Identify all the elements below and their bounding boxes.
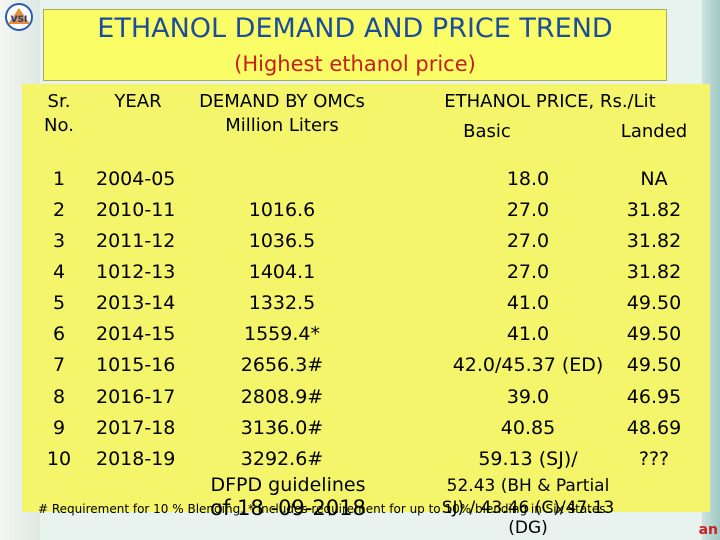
row2-sr: 2 [52, 199, 66, 221]
row7-sr: 7 [52, 354, 66, 376]
corner-tag: an [698, 522, 718, 538]
data-table: Sr. No. YEAR DEMAND BY OMCs Million Lite… [22, 84, 710, 538]
guidelines-line2: of 18 -09-2018 [210, 496, 366, 520]
row8-demand: 2808.9# [240, 386, 324, 408]
row4-basic: 27.0 [506, 261, 550, 283]
row10-basic-line4: (DG) [508, 518, 548, 538]
row4-landed: 31.82 [626, 261, 682, 283]
row5-sr: 5 [52, 292, 66, 314]
row1-sr: 1 [52, 168, 66, 190]
row4-demand: 1404.1 [248, 261, 316, 283]
row3-sr: 3 [52, 230, 66, 252]
row5-demand: 1332.5 [248, 292, 316, 314]
row2-year: 2010-11 [96, 199, 176, 221]
header-price: ETHANOL PRICE, Rs./Lit [444, 91, 656, 112]
row7-basic: 42.0/45.37 (ED) [452, 354, 604, 376]
row10-basic: 59.13 (SJ)/ [478, 448, 578, 470]
row10-basic-line2: 52.43 (BH & Partial [446, 476, 610, 496]
row2-demand: 1016.6 [248, 199, 316, 221]
row5-landed: 49.50 [626, 292, 682, 314]
row8-sr: 8 [52, 386, 66, 408]
row9-landed: 48.69 [626, 417, 682, 439]
row8-year: 2016-17 [96, 386, 176, 408]
header-demand: DEMAND BY OMCs Million Liters [199, 91, 365, 136]
row10-sr: 10 [46, 448, 72, 470]
row6-demand: 1559.4* [244, 323, 320, 345]
row10-landed: ??? [638, 448, 670, 470]
row8-basic: 39.0 [506, 386, 550, 408]
row4-year: 1012-13 [96, 261, 176, 283]
row9-demand: 3136.0# [240, 417, 324, 439]
row6-year: 2014-15 [96, 323, 176, 345]
row7-landed: 49.50 [626, 354, 682, 376]
slide-title: ETHANOL DEMAND AND PRICE TREND [97, 13, 613, 44]
row10-demand: 3292.6# [240, 448, 324, 470]
row2-basic: 27.0 [506, 199, 550, 221]
vsi-logo: VSI [5, 3, 33, 31]
svg-text:VSI: VSI [11, 15, 28, 25]
title-banner: ETHANOL DEMAND AND PRICE TREND (Highest … [43, 9, 667, 81]
footnote: # Requirement for 10 % Blending. * Inclu… [38, 502, 610, 516]
row7-demand: 2656.3# [240, 354, 324, 376]
header-year: YEAR [114, 91, 162, 112]
guidelines-line1: DFPD guidelines [210, 474, 366, 496]
row4-sr: 4 [52, 261, 66, 283]
row7-year: 1015-16 [96, 354, 176, 376]
row8-landed: 46.95 [626, 386, 682, 408]
header-basic: Basic [463, 121, 511, 142]
row3-landed: 31.82 [626, 230, 682, 252]
row5-year: 2013-14 [96, 292, 176, 314]
row3-year: 2011-12 [96, 230, 176, 252]
row10-basic-line3: SJ) / 43.46 (C)/47.13 [441, 498, 615, 518]
row1-year: 2004-05 [96, 168, 176, 190]
row6-basic: 41.0 [506, 323, 550, 345]
row6-landed: 49.50 [626, 323, 682, 345]
row9-basic: 40.85 [500, 417, 556, 439]
row1-landed: NA [640, 168, 668, 190]
header-landed: Landed [620, 121, 688, 142]
row9-year: 2017-18 [96, 417, 176, 439]
row3-basic: 27.0 [506, 230, 550, 252]
row6-sr: 6 [52, 323, 66, 345]
row1-basic: 18.0 [506, 168, 550, 190]
row9-sr: 9 [52, 417, 66, 439]
row5-basic: 41.0 [506, 292, 550, 314]
row10-year: 2018-19 [96, 448, 176, 470]
header-sr-no: Sr. No. [44, 91, 74, 136]
row2-landed: 31.82 [626, 199, 682, 221]
slide-subtitle: (Highest ethanol price) [234, 52, 476, 76]
row3-demand: 1036.5 [248, 230, 316, 252]
